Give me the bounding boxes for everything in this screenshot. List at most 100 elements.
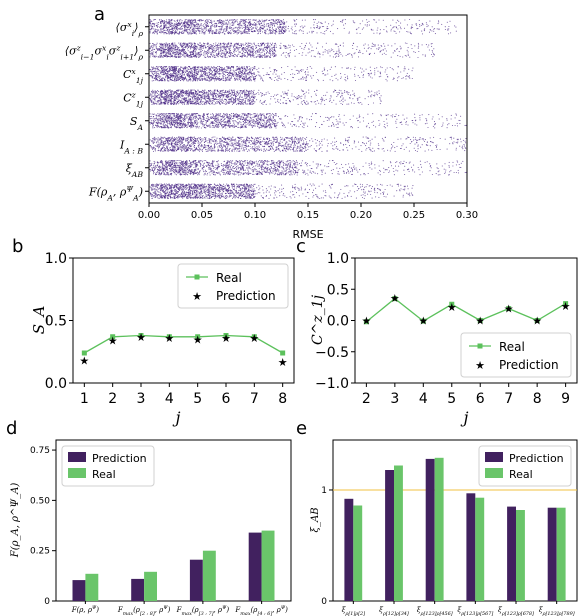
scatter-point	[321, 70, 323, 72]
scatter-point	[424, 28, 426, 30]
scatter-point	[232, 29, 234, 31]
scatter-point	[220, 53, 222, 55]
scatter-point	[297, 72, 299, 75]
scatter-point	[265, 20, 267, 22]
scatter-point	[257, 21, 259, 23]
scatter-point	[390, 28, 392, 30]
scatter-point	[173, 66, 175, 68]
scatter-point	[434, 33, 436, 35]
scatter-point	[223, 28, 225, 30]
scatter-point	[233, 55, 235, 58]
scatter-point	[224, 33, 226, 35]
scatter-point	[187, 75, 189, 78]
scatter-point	[273, 56, 275, 58]
scatter-point	[240, 45, 242, 47]
scatter-point	[294, 73, 296, 75]
scatter-point	[313, 27, 315, 29]
scatter-point	[274, 94, 276, 96]
scatter-point	[277, 93, 279, 95]
scatter-point	[226, 20, 228, 22]
scatter-point	[186, 103, 188, 105]
scatter-point	[260, 49, 262, 51]
scatter-point	[245, 20, 247, 22]
scatter-point	[153, 67, 155, 69]
scatter-point	[183, 52, 185, 54]
scatter-point	[368, 53, 370, 55]
scatter-point	[271, 32, 273, 34]
scatter-point	[218, 79, 220, 81]
scatter-point	[177, 70, 179, 72]
scatter-point	[269, 56, 271, 58]
scatter-point	[251, 43, 253, 45]
scatter-point	[160, 52, 162, 54]
scatter-point	[153, 72, 155, 74]
scatter-point	[183, 32, 185, 34]
scatter-point	[174, 42, 176, 44]
scatter-point	[172, 91, 175, 93]
scatter-point	[202, 68, 204, 70]
scatter-point	[410, 26, 412, 28]
scatter-point	[215, 79, 217, 81]
scatter-point	[230, 73, 232, 75]
scatter-point	[222, 31, 224, 33]
scatter-point	[361, 71, 363, 73]
scatter-point	[201, 79, 203, 81]
scatter-point	[170, 32, 172, 34]
scatter-point	[350, 94, 352, 96]
scatter-point	[174, 24, 176, 26]
scatter-point	[238, 22, 240, 24]
scatter-point	[246, 21, 248, 23]
scatter-point	[191, 32, 193, 34]
scatter-point	[193, 55, 195, 57]
scatter-point	[409, 32, 412, 34]
scatter-point	[158, 48, 160, 50]
scatter-point	[269, 53, 271, 55]
scatter-point	[186, 23, 188, 25]
scatter-point	[310, 27, 312, 29]
scatter-point	[170, 47, 173, 49]
scatter-point	[237, 27, 239, 29]
scatter-point	[325, 29, 327, 31]
scatter-point	[418, 46, 420, 48]
scatter-point	[384, 48, 386, 50]
scatter-point	[228, 45, 230, 48]
scatter-point	[206, 19, 208, 21]
scatter-point	[188, 19, 190, 21]
scatter-point	[226, 29, 228, 31]
scatter-point	[188, 55, 191, 57]
scatter-point	[285, 51, 287, 54]
scatter-point	[265, 55, 267, 57]
scatter-point	[279, 33, 281, 35]
scatter-point	[220, 19, 222, 21]
scatter-point	[184, 56, 186, 58]
scatter-point	[407, 31, 409, 33]
scatter-point	[434, 27, 436, 30]
scatter-point	[212, 47, 214, 49]
scatter-point	[252, 30, 254, 32]
scatter-point	[241, 100, 243, 103]
scatter-point	[168, 71, 170, 73]
scatter-point	[261, 51, 263, 53]
scatter-point	[346, 67, 348, 69]
scatter-point	[250, 76, 252, 78]
scatter-point	[253, 73, 255, 75]
scatter-point	[336, 43, 338, 45]
scatter-point	[162, 43, 164, 45]
scatter-point	[270, 25, 272, 27]
scatter-point	[159, 19, 161, 21]
scatter-point	[195, 66, 197, 68]
scatter-point	[377, 70, 379, 72]
scatter-point	[236, 19, 238, 21]
scatter-point	[294, 23, 296, 25]
scatter-point	[377, 27, 379, 29]
scatter-point	[179, 44, 181, 46]
scatter-point	[217, 25, 220, 28]
scatter-point	[386, 67, 388, 69]
scatter-point	[280, 31, 283, 33]
scatter-point	[265, 30, 267, 32]
scatter-point	[346, 75, 348, 77]
scatter-point	[415, 23, 417, 25]
scatter-point	[201, 53, 203, 55]
scatter-point	[229, 23, 231, 25]
